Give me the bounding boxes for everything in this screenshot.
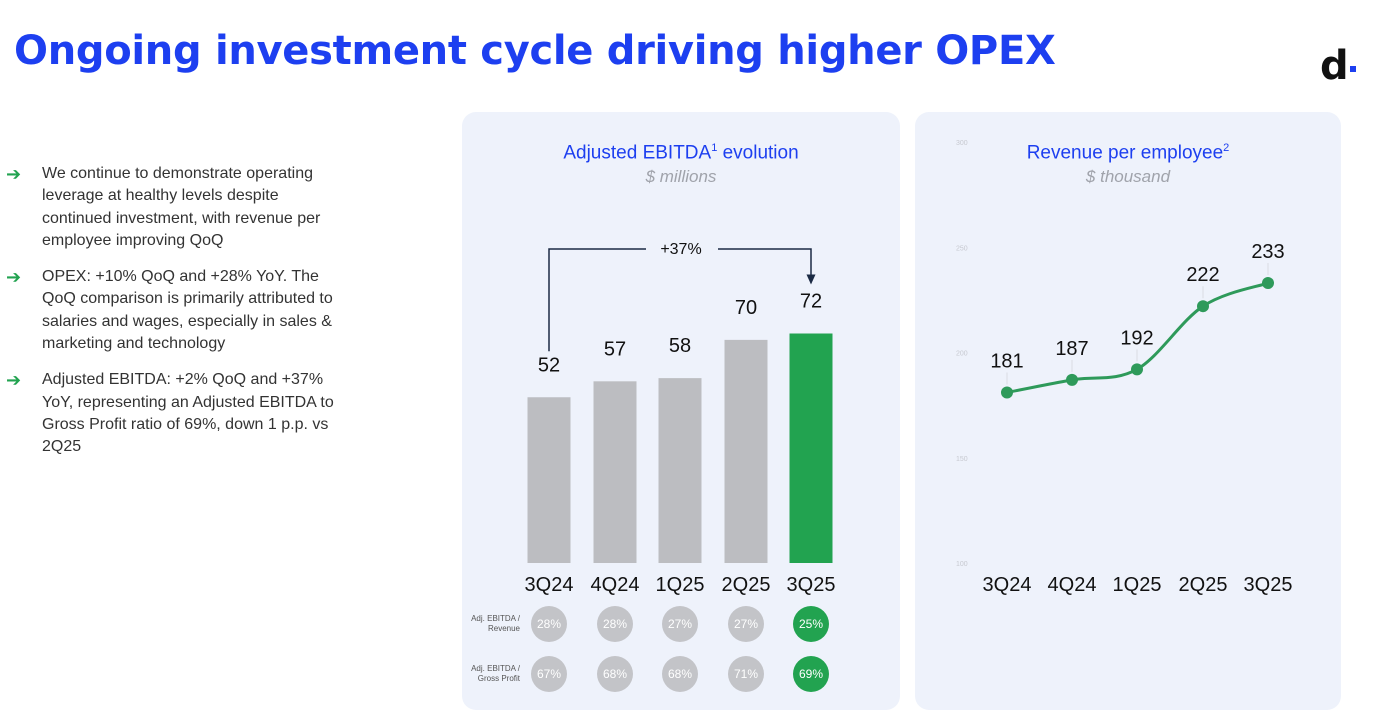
bullet-text: OPEX: +10% QoQ and +28% YoY. The QoQ com… (42, 268, 333, 353)
ratio-row-label: Adj. EBITDA / (471, 614, 521, 623)
ebitda-chart-title: Adjusted EBITDA1 evolution (563, 142, 799, 164)
ratio-value: 28% (537, 617, 561, 631)
x-tick-label: 2Q25 (1179, 574, 1228, 596)
growth-bracket-left (548, 248, 646, 352)
revenue-line-chart: 300 250 200 150 100 181 3Q24 187 4Q24 192 1Q25 222 2… (956, 140, 1293, 596)
company-logo: d (1320, 46, 1356, 86)
growth-annotation: +37% (660, 241, 701, 258)
bar-value-label: 72 (800, 291, 822, 313)
ratio-badge (662, 656, 698, 692)
x-tick-label: 1Q25 (656, 574, 705, 596)
bar-1Q25 (658, 378, 702, 563)
ratio-badge (793, 606, 829, 642)
x-tick-label: 4Q24 (591, 574, 640, 596)
bullet-list: ➔ We continue to demonstrate operating l… (6, 163, 336, 473)
bar-3Q25 (789, 333, 833, 563)
ratio-value: 71% (734, 667, 758, 681)
point-value-label: 222 (1186, 264, 1219, 286)
data-point-3Q24 (1001, 386, 1013, 399)
ratio-badge (597, 656, 633, 692)
arrow-right-icon: ➔ (6, 164, 22, 184)
y-tick-label: 250 (956, 245, 968, 252)
x-tick-label: 3Q24 (983, 574, 1032, 596)
ebitda-bar-chart: 52 3Q24 57 4Q24 58 1Q25 70 2Q25 72 3Q25 +37% Adj. E… (471, 241, 836, 692)
point-value-label: 187 (1055, 338, 1088, 360)
y-tick-label: 150 (956, 456, 968, 463)
bar-value-label: 57 (604, 338, 626, 360)
revenue-chart-title: Revenue per employee2 (1026, 142, 1230, 164)
bullet-text: We continue to demonstrate operating lev… (42, 165, 321, 249)
ratio-badge (531, 606, 567, 642)
arrow-down-icon (806, 274, 816, 285)
data-point-1Q25 (1131, 363, 1143, 376)
data-point-2Q25 (1197, 300, 1209, 313)
x-tick-label: 4Q24 (1048, 574, 1097, 596)
ratio-row-label: Adj. EBITDA / (471, 664, 521, 673)
ratio-badge (597, 606, 633, 642)
y-tick-label: 300 (956, 140, 968, 147)
data-point-3Q25 (1262, 277, 1274, 290)
ebitda-chart-subtitle: $ millions (645, 167, 717, 186)
data-point-4Q24 (1066, 373, 1078, 386)
ratio-value: 68% (603, 667, 627, 681)
ebitda-chart-panel: Adjusted EBITDA1 evolution $ millions 52… (462, 112, 900, 710)
x-tick-label: 3Q24 (525, 574, 574, 596)
ratio-row-label: Revenue (488, 624, 521, 633)
revenue-chart-panel: Revenue per employee2 $ thousand 300 250 2… (915, 112, 1341, 710)
ratio-badge (531, 656, 567, 692)
x-tick-label: 3Q25 (787, 574, 836, 596)
bullet-item: ➔ OPEX: +10% QoQ and +28% YoY. The QoQ c… (6, 266, 336, 355)
point-value-label: 233 (1251, 241, 1284, 263)
point-value-label: 181 (990, 350, 1023, 372)
bullet-text: Adjusted EBITDA: +2% QoQ and +37% YoY, r… (42, 371, 334, 456)
bar-2Q25 (724, 339, 768, 563)
arrow-right-icon: ➔ (6, 370, 22, 391)
growth-bracket-right (718, 248, 812, 276)
ratio-value: 69% (799, 667, 823, 681)
bar-value-label: 52 (538, 354, 560, 376)
bar-4Q24 (593, 381, 637, 563)
point-value-label: 192 (1120, 327, 1153, 349)
ratio-value: 25% (799, 617, 823, 631)
page-title: Ongoing investment cycle driving higher … (14, 28, 1056, 74)
bar-value-label: 70 (735, 297, 757, 319)
bullet-item: ➔ Adjusted EBITDA: +2% QoQ and +37% YoY,… (6, 369, 336, 458)
ratio-value: 28% (603, 617, 627, 631)
ratio-value: 27% (734, 617, 758, 631)
y-tick-label: 200 (956, 351, 968, 358)
ratio-value: 67% (537, 667, 561, 681)
ratio-badge (728, 606, 764, 642)
ratio-value: 68% (668, 667, 692, 681)
x-tick-label: 2Q25 (722, 574, 771, 596)
revenue-chart-subtitle: $ thousand (1085, 167, 1171, 186)
ratio-badge (728, 656, 764, 692)
bullet-item: ➔ We continue to demonstrate operating l… (6, 163, 336, 252)
ratio-badge (662, 606, 698, 642)
ratio-row-label: Gross Profit (478, 674, 521, 683)
ratio-badge (793, 656, 829, 692)
bar-value-label: 58 (669, 335, 691, 357)
bar-3Q24 (527, 397, 571, 563)
y-tick-label: 100 (956, 561, 968, 568)
ratio-value: 27% (668, 617, 692, 631)
x-tick-label: 1Q25 (1113, 574, 1162, 596)
arrow-right-icon: ➔ (6, 267, 22, 288)
x-tick-label: 3Q25 (1244, 574, 1293, 596)
